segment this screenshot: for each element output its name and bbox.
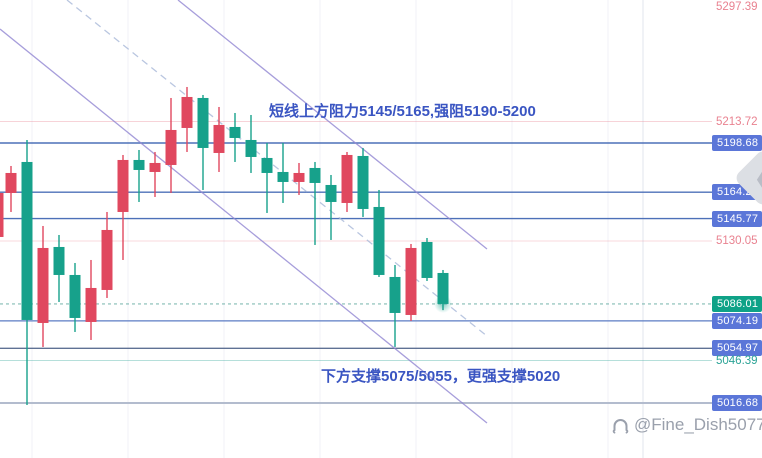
candle	[229, 112, 241, 162]
candle	[309, 161, 321, 245]
candle	[261, 142, 273, 213]
candle	[85, 259, 97, 340]
candle	[149, 151, 161, 197]
candle	[101, 211, 113, 298]
candle	[405, 243, 417, 321]
candle	[69, 262, 81, 332]
candle	[197, 94, 209, 190]
candle	[325, 174, 337, 240]
candle	[245, 114, 257, 173]
trendline[interactable]	[177, 0, 488, 250]
headset-icon	[612, 419, 629, 434]
annotation-support[interactable]: 下方支撑5075/5055，更强支撑5020	[321, 368, 561, 385]
candle	[53, 234, 65, 302]
candle	[21, 139, 33, 405]
candle	[277, 142, 289, 203]
candle	[389, 264, 401, 347]
candle	[0, 192, 4, 237]
candle	[165, 97, 177, 193]
candle	[293, 162, 305, 195]
candle	[341, 151, 353, 212]
current-candle-glow	[434, 294, 452, 313]
candle	[357, 147, 369, 217]
trendline[interactable]	[66, 0, 488, 337]
candle	[37, 225, 49, 347]
candle	[421, 237, 433, 281]
candle	[117, 154, 129, 260]
candle	[133, 149, 145, 202]
watermark-handle: @Fine_Dish5077	[634, 415, 762, 434]
trendline[interactable]	[0, 28, 488, 424]
candle	[373, 189, 385, 277]
watermark: @Fine_Dish5077	[611, 415, 762, 435]
candle	[213, 106, 225, 172]
candle	[5, 165, 17, 212]
candle	[181, 86, 193, 152]
annotation-resistance[interactable]: 短线上方阻力5145/5165,强阻5190-5200	[269, 103, 536, 120]
